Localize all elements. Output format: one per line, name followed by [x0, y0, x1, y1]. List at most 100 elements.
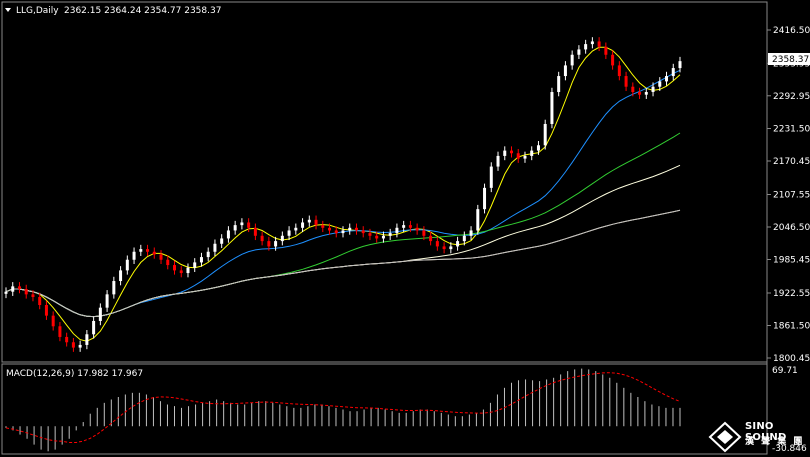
- price-tick-label: 2046.50: [773, 223, 810, 233]
- candle-body: [624, 76, 628, 87]
- candle-body: [301, 222, 305, 228]
- candle-body: [139, 249, 143, 252]
- candle-body: [152, 251, 156, 255]
- candle-body: [119, 270, 123, 282]
- macd-group: [5, 368, 681, 452]
- candle-body: [590, 41, 594, 45]
- dropdown-triangle-icon[interactable]: [5, 8, 11, 12]
- candle-body: [496, 155, 500, 167]
- candle-body: [159, 254, 163, 260]
- candle-body: [503, 150, 507, 156]
- candle-body: [98, 307, 102, 321]
- candle-body: [543, 123, 547, 146]
- ohlc-values: 2362.15 2364.24 2354.77 2358.37: [64, 6, 221, 16]
- candle-body: [173, 265, 176, 271]
- candle-body: [361, 230, 365, 234]
- candle-body: [449, 246, 453, 250]
- candle-body: [604, 46, 608, 55]
- candle-body: [489, 166, 493, 188]
- candle-body: [516, 153, 520, 159]
- candle-body: [644, 92, 648, 95]
- price-tick-label: 2107.55: [773, 190, 810, 200]
- candle-body: [193, 262, 197, 268]
- candle-body: [381, 235, 385, 239]
- candle-body: [476, 209, 480, 231]
- candle-body: [415, 227, 419, 231]
- candle-body: [354, 227, 358, 231]
- price-tick-label: 2416.50: [773, 26, 810, 36]
- candle-body: [563, 65, 567, 77]
- candle-body: [253, 227, 257, 236]
- candles-group: [4, 37, 682, 352]
- watermark-brand: SINO SOUND: [745, 421, 787, 443]
- candle-body: [267, 241, 271, 247]
- candle-body: [462, 235, 466, 242]
- candle-body: [166, 259, 170, 266]
- candle-body: [658, 81, 662, 87]
- candle-body: [334, 230, 338, 234]
- candle-body: [408, 225, 412, 228]
- candle-body: [240, 222, 244, 226]
- price-tick-label: 1922.55: [773, 289, 810, 299]
- candle-body: [206, 251, 210, 258]
- candle-body: [651, 86, 655, 93]
- candle-body: [483, 187, 487, 210]
- candle-body: [186, 267, 190, 274]
- ma-line: [5, 132, 681, 318]
- macd-signal-line: [5, 372, 681, 443]
- candle-body: [530, 150, 534, 156]
- candle-body: [395, 227, 399, 234]
- price-tick-label: 1861.50: [773, 321, 810, 331]
- candle-body: [146, 249, 150, 252]
- candle-body: [348, 227, 352, 231]
- candle-body: [11, 286, 15, 292]
- macd-bottom-value: -30.846: [772, 444, 807, 454]
- candle-body: [24, 289, 28, 295]
- candle-body: [638, 92, 642, 95]
- candle-body: [510, 150, 513, 154]
- candle-body: [78, 344, 82, 348]
- candle-body: [17, 286, 21, 290]
- candle-body: [368, 233, 372, 236]
- candle-body: [92, 320, 96, 335]
- candle-body: [577, 49, 581, 55]
- candle-body: [125, 259, 129, 271]
- macd-label: MACD(12,26,9) 17.982 17.967: [6, 369, 143, 379]
- candle-body: [422, 230, 426, 236]
- candle-body: [321, 225, 325, 228]
- candle-body: [442, 246, 446, 250]
- ma-line: [5, 209, 681, 318]
- symbol-label: LLG,Daily: [16, 6, 59, 16]
- watermark-brand-cn: 漢 聲 集 團: [745, 437, 805, 447]
- candle-body: [678, 61, 682, 69]
- candle-body: [523, 155, 527, 159]
- price-tick-label: 2231.50: [773, 124, 810, 134]
- candle-body: [213, 243, 217, 252]
- candle-body: [402, 225, 406, 228]
- candle-body: [328, 227, 332, 231]
- candle-body: [38, 297, 42, 305]
- candle-body: [199, 257, 203, 263]
- candle-body: [31, 294, 35, 298]
- candle-body: [611, 54, 615, 66]
- candle-body: [665, 76, 669, 82]
- candle-body: [112, 281, 116, 295]
- candle-body: [550, 92, 554, 124]
- price-tick-label: 1800.45: [773, 354, 810, 364]
- price-tick-label: 2292.95: [773, 92, 810, 102]
- candle-body: [233, 225, 237, 231]
- candle-body: [51, 315, 55, 327]
- candle-body: [388, 233, 392, 236]
- candle-body: [469, 230, 473, 236]
- candle-body: [85, 334, 89, 345]
- candle-body: [105, 294, 109, 308]
- candle-body: [4, 291, 8, 294]
- candle-body: [456, 241, 460, 247]
- candle-body: [671, 68, 675, 77]
- candle-body: [44, 304, 48, 316]
- candle-body: [274, 241, 278, 247]
- candle-body: [220, 238, 224, 244]
- candle-body: [307, 219, 311, 223]
- candle-body: [294, 227, 298, 231]
